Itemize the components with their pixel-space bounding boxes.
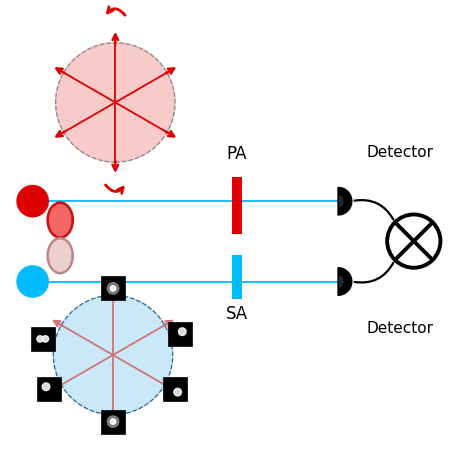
- Text: Detector: Detector: [366, 321, 434, 335]
- Circle shape: [53, 295, 173, 415]
- Circle shape: [174, 388, 182, 396]
- Circle shape: [42, 383, 50, 390]
- Text: Detector: Detector: [366, 145, 434, 160]
- Circle shape: [107, 283, 119, 294]
- Circle shape: [110, 419, 116, 425]
- Polygon shape: [47, 238, 73, 273]
- Circle shape: [42, 336, 49, 342]
- Polygon shape: [47, 203, 73, 237]
- FancyBboxPatch shape: [168, 322, 191, 346]
- Circle shape: [37, 336, 43, 342]
- FancyBboxPatch shape: [31, 327, 55, 351]
- Circle shape: [55, 43, 175, 162]
- FancyBboxPatch shape: [101, 410, 125, 433]
- Circle shape: [178, 328, 186, 335]
- Circle shape: [107, 416, 119, 427]
- FancyBboxPatch shape: [232, 255, 242, 299]
- Polygon shape: [338, 188, 352, 215]
- FancyBboxPatch shape: [37, 377, 61, 401]
- Circle shape: [110, 286, 116, 292]
- FancyArrowPatch shape: [355, 263, 393, 282]
- FancyBboxPatch shape: [163, 377, 187, 401]
- FancyBboxPatch shape: [232, 177, 242, 234]
- FancyArrowPatch shape: [355, 200, 393, 219]
- Text: PA: PA: [227, 145, 247, 163]
- Polygon shape: [338, 268, 352, 295]
- Text: SA: SA: [226, 305, 248, 323]
- Polygon shape: [340, 196, 343, 207]
- Circle shape: [17, 266, 48, 297]
- Polygon shape: [340, 276, 343, 287]
- FancyBboxPatch shape: [101, 276, 125, 300]
- Circle shape: [17, 186, 48, 217]
